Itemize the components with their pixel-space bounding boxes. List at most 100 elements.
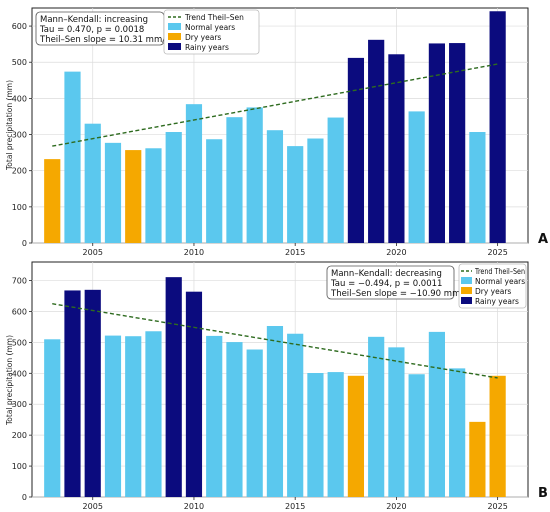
legend-frame bbox=[163, 9, 260, 55]
annotation-line-3: Theil–Sen slope = −10.90 mm/year bbox=[330, 289, 483, 299]
bar-normal-2013 bbox=[246, 349, 263, 497]
legend-swatch-rainy bbox=[168, 43, 181, 50]
bar-normal-2020 bbox=[388, 347, 405, 497]
bar-normal-2021 bbox=[408, 374, 425, 497]
bar-rainy-2004 bbox=[64, 290, 81, 497]
annotation-frame bbox=[326, 265, 455, 300]
bar-rainy-2018 bbox=[347, 57, 365, 244]
y-tick-label: 100 bbox=[12, 462, 27, 471]
panel-label: B bbox=[538, 486, 548, 501]
trend-line-segment bbox=[52, 303, 498, 379]
annotation-line-1: Mann–Kendall: increasing bbox=[40, 15, 148, 25]
annotation-box: Mann–Kendall: increasing Tau = 0.470, p … bbox=[35, 11, 185, 46]
y-tick-label: 600 bbox=[12, 22, 27, 31]
bars bbox=[44, 277, 506, 497]
y-tick-label: 300 bbox=[12, 400, 27, 409]
bar-normal-2013 bbox=[246, 107, 263, 243]
bar-rainy-2025 bbox=[489, 11, 506, 244]
annotation-line-3: Theil–Sen slope = 10.31 mm/year bbox=[39, 35, 185, 45]
bar-dry-2025 bbox=[489, 375, 506, 497]
y-tick-label: 400 bbox=[12, 369, 27, 378]
bar-normal-2017 bbox=[327, 117, 344, 243]
bar-normal-2006 bbox=[104, 142, 122, 243]
bar-normal-2012 bbox=[226, 117, 243, 243]
legend-label-rainy: Rainy years bbox=[185, 43, 229, 52]
bar-rainy-2023 bbox=[449, 43, 466, 243]
y-tick-label: 600 bbox=[12, 307, 27, 316]
annotation-box: Mann–Kendall: decreasing Tau = −0.494, p… bbox=[326, 265, 483, 300]
bar-normal-2015 bbox=[287, 146, 304, 243]
bar-rainy-2020 bbox=[388, 54, 405, 244]
legend-label-trend: Trend Theil–Sen bbox=[474, 267, 525, 276]
bar-normal-2006 bbox=[104, 335, 122, 497]
y-tick-label: 100 bbox=[12, 203, 27, 212]
annotation-line-2: Tau = 0.470, p = 0.0018 bbox=[39, 25, 144, 35]
legend-label-normal: Normal years bbox=[475, 277, 525, 286]
annotation-line-1: Mann–Kendall: decreasing bbox=[331, 269, 442, 279]
bar-dry-2007 bbox=[125, 150, 142, 243]
bar-normal-2009 bbox=[165, 132, 182, 243]
legend-label-trend: Trend Theil–Sen bbox=[184, 13, 244, 22]
bar-normal-2012 bbox=[226, 342, 243, 497]
y-tick-label: 200 bbox=[12, 431, 27, 440]
bar-normal-2016 bbox=[307, 138, 324, 243]
x-tick-label: 2015 bbox=[285, 248, 305, 257]
trend-line bbox=[52, 63, 498, 147]
legend-swatch-normal bbox=[461, 277, 472, 284]
bar-normal-2016 bbox=[307, 373, 324, 497]
bar-normal-2014 bbox=[266, 326, 284, 497]
y-tick-label: 700 bbox=[12, 277, 27, 286]
bar-rainy-2022 bbox=[428, 43, 445, 243]
legend: Trend Theil–Sen Normal years Dry years R… bbox=[163, 9, 260, 55]
trend-line-segment bbox=[52, 63, 498, 147]
x-tick-label: 2005 bbox=[83, 502, 103, 511]
bar-normal-2014 bbox=[266, 130, 284, 243]
bar-normal-2003 bbox=[44, 339, 61, 497]
bar-rainy-2005 bbox=[84, 289, 101, 497]
trend-line bbox=[52, 303, 498, 379]
legend-frame bbox=[458, 263, 527, 309]
bar-dry-2024 bbox=[469, 421, 486, 497]
bar-normal-2010 bbox=[185, 104, 203, 244]
y-tick-label: 500 bbox=[12, 58, 27, 67]
x-tick-label: 2020 bbox=[386, 502, 406, 511]
bar-normal-2005 bbox=[84, 123, 101, 243]
x-tick-label: 2025 bbox=[487, 502, 507, 511]
bar-rainy-2019 bbox=[368, 39, 385, 243]
legend-label-dry: Dry years bbox=[475, 287, 511, 296]
panel-a: 2005 2010 2015 2020 2025 0 100 200 300 400 500 600… bbox=[5, 7, 548, 257]
bar-normal-2023 bbox=[449, 368, 466, 497]
x-tick-label: 2010 bbox=[184, 248, 204, 257]
y-axis-label: Total precipitation (mm) bbox=[5, 335, 14, 426]
bar-dry-2018 bbox=[347, 375, 365, 497]
bar-rainy-2010 bbox=[185, 291, 203, 497]
panel-b: 2005 2010 2015 2020 2025 0 100 200 300 400 500 600… bbox=[5, 261, 548, 511]
bar-dry-2003 bbox=[44, 159, 61, 243]
legend-swatch-normal bbox=[168, 23, 181, 30]
bar-normal-2019 bbox=[368, 336, 385, 497]
y-axis-ticks: 0 100 200 300 400 500 600 700 bbox=[12, 277, 32, 502]
y-tick-label: 0 bbox=[22, 493, 27, 502]
x-tick-label: 2015 bbox=[285, 502, 305, 511]
bar-normal-2017 bbox=[327, 372, 344, 497]
y-tick-label: 0 bbox=[22, 239, 27, 248]
bar-normal-2021 bbox=[408, 111, 425, 244]
bar-normal-2008 bbox=[145, 331, 162, 497]
x-tick-label: 2020 bbox=[386, 248, 406, 257]
x-axis-ticks: 2005 2010 2015 2020 2025 bbox=[83, 243, 508, 257]
bar-normal-2015 bbox=[287, 333, 304, 497]
x-tick-label: 2005 bbox=[83, 248, 103, 257]
legend-swatch-rainy bbox=[461, 297, 472, 304]
bar-normal-2011 bbox=[206, 139, 223, 243]
y-tick-label: 400 bbox=[12, 94, 27, 103]
legend-swatch-dry bbox=[168, 33, 181, 40]
y-tick-label: 500 bbox=[12, 338, 27, 347]
bar-normal-2004 bbox=[64, 71, 81, 243]
legend-swatch-dry bbox=[461, 287, 472, 294]
panel-label: A bbox=[538, 232, 548, 247]
bar-normal-2024 bbox=[469, 132, 486, 243]
bar-normal-2022 bbox=[428, 331, 445, 497]
y-tick-label: 300 bbox=[12, 131, 27, 140]
y-tick-label: 200 bbox=[12, 167, 27, 176]
bars bbox=[44, 11, 506, 244]
